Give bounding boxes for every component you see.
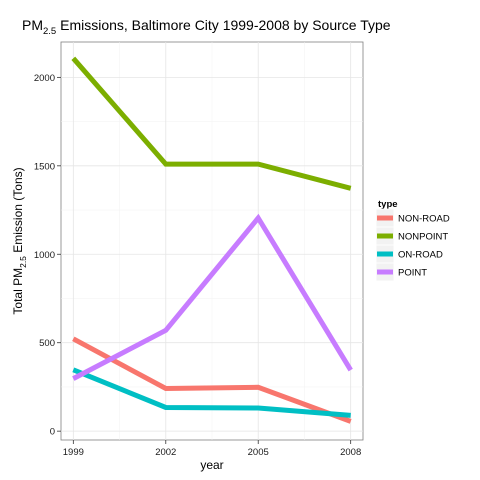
legend-label: NON-ROAD [398,214,450,225]
x-tick-label: 2005 [248,447,269,458]
legend-label: POINT [398,268,427,279]
x-tick-label: 2002 [155,447,176,458]
series-lines [71,56,353,424]
x-tick-label: 1999 [63,447,84,458]
legend-title: type [378,199,398,210]
series-line-point [72,213,353,381]
y-tick-label: 2000 [34,73,55,84]
x-tick-label: 2008 [340,447,361,458]
series-line-on-road [72,367,351,418]
series-line-non-road [72,336,352,424]
y-tick-label: 1000 [34,250,55,261]
x-axis-ticks: 1999 2002 2005 2008 [63,440,361,458]
legend-label: NONPOINT [398,232,448,243]
series-line-nonpoint [71,56,352,191]
y-tick-label: 1500 [34,161,55,172]
x-axis-label: year [200,458,223,472]
chart-title: PM2.5 Emissions, Baltimore City 1999-200… [22,17,391,37]
y-tick-label: 0 [50,427,55,438]
y-axis-ticks: 0 500 1000 1500 2000 [34,73,61,438]
major-gridlines [61,42,363,440]
legend: type NON-ROAD NONPOINT ON-ROAD POINT [375,199,450,282]
y-tick-label: 500 [39,338,55,349]
y-axis-label: Total PM2.5 Emission (Tons) [11,167,28,314]
legend-label: ON-ROAD [398,250,443,261]
